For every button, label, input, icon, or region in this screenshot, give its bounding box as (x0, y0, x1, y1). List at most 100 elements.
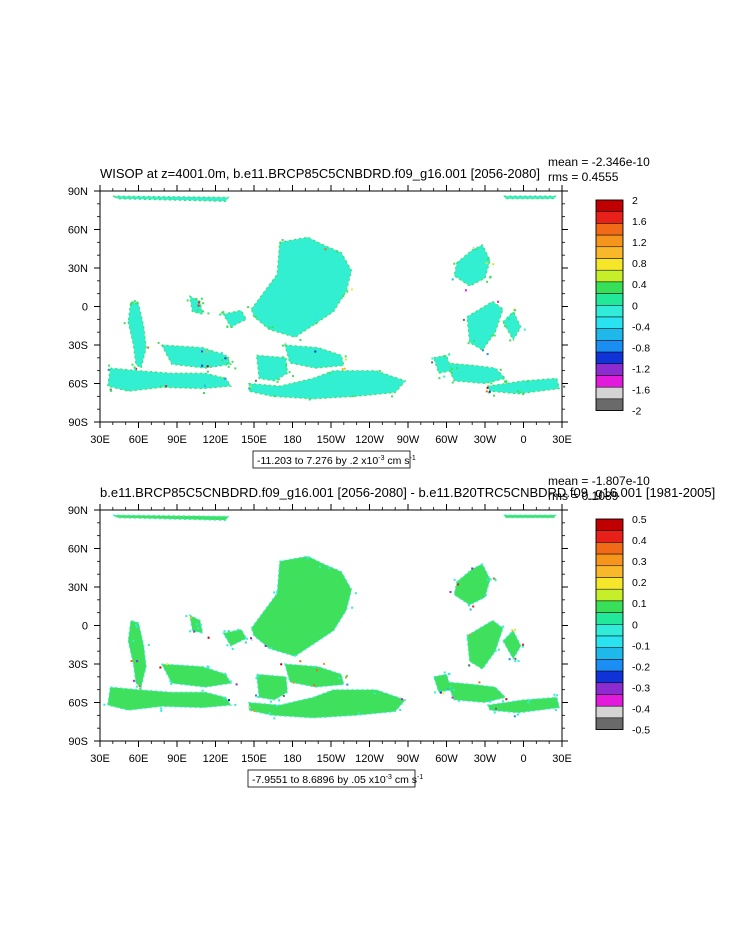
field-speckle (276, 591, 278, 594)
colorbar-swatch (595, 293, 624, 306)
colorbar: 0.5 0.4 0.3 0.2 0.1 0 -0.1 -0.2 -0.3 -0.4 -0.5 (595, 514, 650, 737)
colorbar-label: -0.4 (632, 321, 650, 333)
field-speckle (277, 378, 280, 381)
field-speckle (318, 565, 321, 568)
field-speckle (556, 694, 559, 697)
field-speckle (281, 239, 284, 241)
field-speckle (522, 643, 524, 646)
field-speckle (501, 700, 504, 703)
field-speckle (250, 637, 252, 640)
y-tick-label: 90S (68, 417, 88, 429)
field-speckle (494, 649, 497, 652)
field-speckle (443, 375, 446, 378)
field-region (160, 344, 232, 369)
field-speckle (135, 685, 138, 688)
field-speckle (207, 636, 210, 639)
field-speckle (207, 666, 210, 669)
field-speckle (514, 628, 517, 631)
field-speckle (486, 578, 489, 581)
x-tick-label: 150W (317, 753, 346, 765)
field-speckle (234, 367, 237, 370)
field-speckle (517, 660, 520, 663)
colorbar-swatch (595, 659, 624, 672)
field-speckle (299, 339, 302, 341)
field-speckle (509, 632, 512, 635)
field-speckle (456, 367, 458, 370)
x-tick-label: 30E (552, 434, 572, 446)
mean-stat: mean = -2.346e-10 (548, 155, 650, 169)
field-speckle (513, 312, 516, 315)
field-speckle (271, 326, 274, 328)
field-speckle (219, 313, 222, 316)
field-speckle (431, 361, 434, 364)
field-speckle (132, 639, 135, 642)
field-speckle (270, 700, 272, 703)
field-speckle (466, 634, 469, 637)
field-speckle (157, 341, 160, 344)
field-speckle (189, 616, 192, 619)
field-speckle (554, 695, 557, 698)
field-speckle (196, 309, 199, 312)
field-speckle (314, 350, 317, 353)
field-speckle (206, 365, 209, 368)
field-speckle (505, 698, 508, 701)
field-speckle (221, 359, 224, 362)
field-speckle (509, 339, 512, 342)
field-speckle (160, 709, 163, 712)
field-speckle (248, 387, 251, 390)
map-field (107, 195, 566, 401)
field-speckle (480, 563, 483, 566)
field-region (466, 619, 504, 670)
field-speckle (451, 278, 454, 281)
field-speckle (513, 715, 516, 718)
colorbar-swatch (595, 234, 624, 248)
field-speckle (493, 334, 496, 337)
field-speckle (203, 384, 206, 387)
field-speckle (499, 368, 502, 371)
field-speckle (288, 371, 291, 374)
colorbar-swatch (595, 612, 624, 625)
field-speckle (495, 707, 497, 710)
field-region (112, 514, 230, 521)
colorbar-swatch (595, 246, 624, 259)
field-speckle (514, 660, 517, 662)
field-speckle (229, 680, 232, 683)
field-speckle (133, 367, 136, 370)
field-region (127, 300, 147, 370)
colorbar-swatch (595, 398, 624, 411)
field-region (107, 686, 232, 711)
field-speckle (450, 372, 453, 375)
colorbar-label: 1.6 (632, 216, 647, 228)
field-speckle (136, 660, 139, 663)
field-speckle (473, 339, 475, 342)
x-tick-label: 90W (397, 753, 420, 765)
field-speckle (250, 638, 253, 641)
field-speckle (490, 382, 493, 385)
field-speckle (133, 300, 136, 303)
colorbar-label: 0.4 (632, 535, 647, 547)
field-speckle (451, 368, 454, 371)
field-speckle (203, 392, 205, 394)
y-tick-label: 30S (68, 659, 88, 671)
field-speckle (563, 385, 566, 388)
field-speckle (206, 350, 209, 353)
field-speckle (193, 630, 196, 633)
y-tick-label: 60N (68, 544, 88, 556)
colorbar-swatch (595, 670, 624, 684)
field-speckle (344, 358, 347, 361)
field-speckle (268, 712, 271, 714)
field-speckle (344, 355, 347, 358)
field-speckle (147, 644, 150, 646)
x-tick-label: 30E (552, 753, 572, 765)
y-tick-label: 0 (82, 621, 88, 633)
field-region (248, 689, 407, 719)
field-speckle (443, 671, 446, 674)
field-speckle (224, 672, 227, 675)
field-speckle (264, 645, 267, 647)
field-speckle (338, 677, 341, 680)
x-tick-label: 120E (203, 753, 229, 765)
field-speckle (224, 377, 227, 380)
plot-title: b.e11.BRCP85C5CNBDRD.f09_g16.001 [2056-2… (100, 485, 715, 500)
field-speckle (489, 578, 492, 581)
field-speckle (299, 660, 302, 663)
